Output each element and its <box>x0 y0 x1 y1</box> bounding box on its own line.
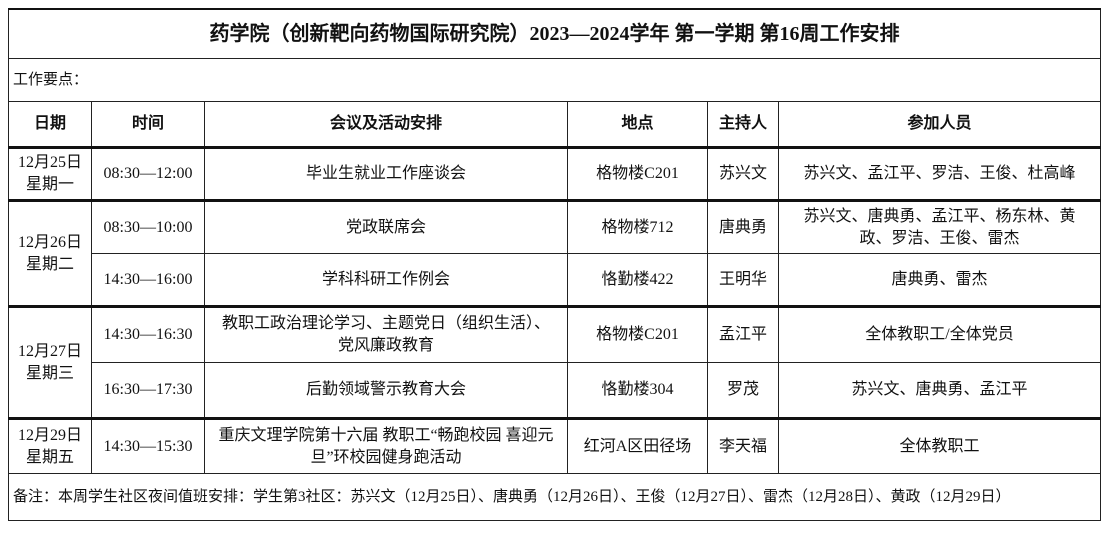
host-cell: 罗茂 <box>707 362 779 420</box>
header-date: 日期 <box>8 101 92 149</box>
host-cell: 苏兴文 <box>707 147 779 202</box>
location-cell: 格物楼712 <box>567 200 708 254</box>
table-row: 12月25日 星期一 08:30—12:00 毕业生就业工作座谈会 格物楼C201… <box>8 147 1101 202</box>
location-cell: 红河A区田径场 <box>567 418 708 474</box>
event-cell: 重庆文理学院第十六届 教职工“畅跑校园 喜迎元旦”环校园健身跑活动 <box>204 418 568 474</box>
attendees-cell: 苏兴文、孟江平、罗洁、王俊、杜高峰 <box>778 147 1101 202</box>
schedule-table: 药学院（创新靶向药物国际研究院）2023—2024学年 第一学期 第16周工作安… <box>8 8 1101 521</box>
time-cell: 08:30—12:00 <box>91 147 205 202</box>
location-cell: 恪勤楼422 <box>567 253 708 308</box>
header-attendees: 参加人员 <box>778 101 1101 149</box>
time-cell: 16:30—17:30 <box>91 362 205 420</box>
host-cell: 王明华 <box>707 253 779 308</box>
header-location: 地点 <box>567 101 708 149</box>
header-time: 时间 <box>91 101 205 149</box>
table-row: 12月26日 星期二 08:30—10:00 党政联席会 格物楼712 唐典勇 苏… <box>8 200 1101 308</box>
page-title: 药学院（创新靶向药物国际研究院）2023—2024学年 第一学期 第16周工作安… <box>8 8 1101 59</box>
date-cell: 12月26日 星期二 <box>8 200 92 308</box>
table-row: 16:30—17:30 后勤领域警示教育大会 恪勤楼304 罗茂 苏兴文、唐典勇… <box>9 362 1101 420</box>
host-cell: 唐典勇 <box>707 200 779 254</box>
event-cell: 后勤领域警示教育大会 <box>204 362 568 420</box>
attendees-cell: 唐典勇、雷杰 <box>778 253 1101 308</box>
time-cell: 14:30—16:00 <box>91 253 205 308</box>
time-cell: 14:30—16:30 <box>91 306 205 363</box>
location-cell: 格物楼C201 <box>567 147 708 202</box>
key-points-label: 工作要点： <box>8 58 1101 102</box>
event-cell: 教职工政治理论学习、主题党日（组织生活）、党风廉政教育 <box>204 306 568 363</box>
location-cell: 格物楼C201 <box>567 306 708 363</box>
table-row: 12月27日 星期三 14:30—16:30 教职工政治理论学习、主题党日（组织生… <box>8 306 1101 420</box>
event-cell: 毕业生就业工作座谈会 <box>204 147 568 202</box>
table-row: 14:30—16:00 学科科研工作例会 恪勤楼422 王明华 唐典勇、雷杰 <box>9 253 1101 308</box>
header-event: 会议及活动安排 <box>204 101 568 149</box>
event-cell: 学科科研工作例会 <box>204 253 568 308</box>
location-cell: 恪勤楼304 <box>567 362 708 420</box>
time-cell: 08:30—10:00 <box>91 200 205 254</box>
attendees-cell: 苏兴文、唐典勇、孟江平 <box>778 362 1101 420</box>
attendees-cell: 全体教职工 <box>778 418 1101 474</box>
date-cell: 12月29日 星期五 <box>8 418 92 474</box>
table-row: 12月29日 星期五 14:30—15:30 重庆文理学院第十六届 教职工“畅跑校… <box>8 418 1101 474</box>
attendees-cell: 苏兴文、唐典勇、孟江平、杨东林、黄政、罗洁、王俊、雷杰 <box>778 200 1101 254</box>
host-cell: 孟江平 <box>707 306 779 363</box>
date-cell: 12月25日 星期一 <box>8 147 92 202</box>
duty-note: 备注：本周学生社区夜间值班安排：学生第3社区：苏兴文（12月25日）、唐典勇（1… <box>8 473 1101 521</box>
attendees-cell: 全体教职工/全体党员 <box>778 306 1101 363</box>
date-cell: 12月27日 星期三 <box>8 306 92 420</box>
time-cell: 14:30—15:30 <box>91 418 205 474</box>
event-cell: 党政联席会 <box>204 200 568 254</box>
header-host: 主持人 <box>707 101 779 149</box>
host-cell: 李天福 <box>707 418 779 474</box>
